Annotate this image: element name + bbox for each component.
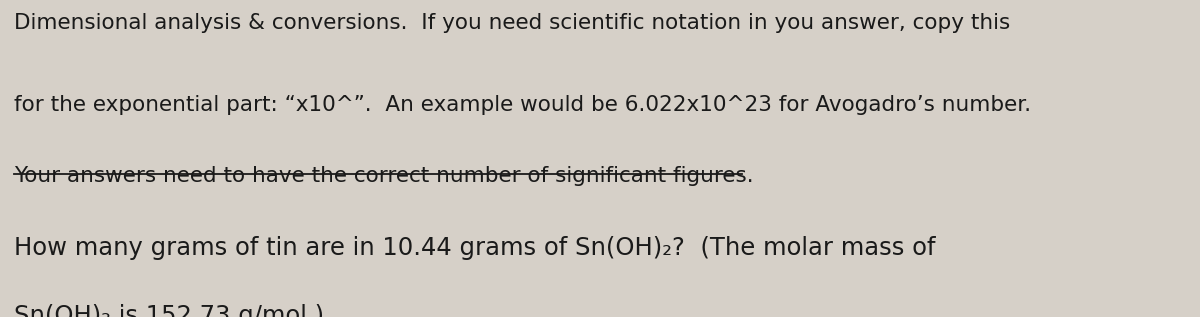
Text: Sn(OH)₂ is 152.73 g/mol.): Sn(OH)₂ is 152.73 g/mol.) [14,304,324,317]
Text: How many grams of tin are in 10.44 grams of Sn(OH)₂?  (The molar mass of: How many grams of tin are in 10.44 grams… [14,236,936,260]
Text: Dimensional analysis & conversions.  If you need scientific notation in you answ: Dimensional analysis & conversions. If y… [14,13,1010,33]
Text: for the exponential part: “x10^”.  An example would be 6.022x10^23 for Avogadro’: for the exponential part: “x10^”. An exa… [14,95,1032,115]
Text: Your answers need to have the correct number of significant figures.: Your answers need to have the correct nu… [14,166,754,186]
